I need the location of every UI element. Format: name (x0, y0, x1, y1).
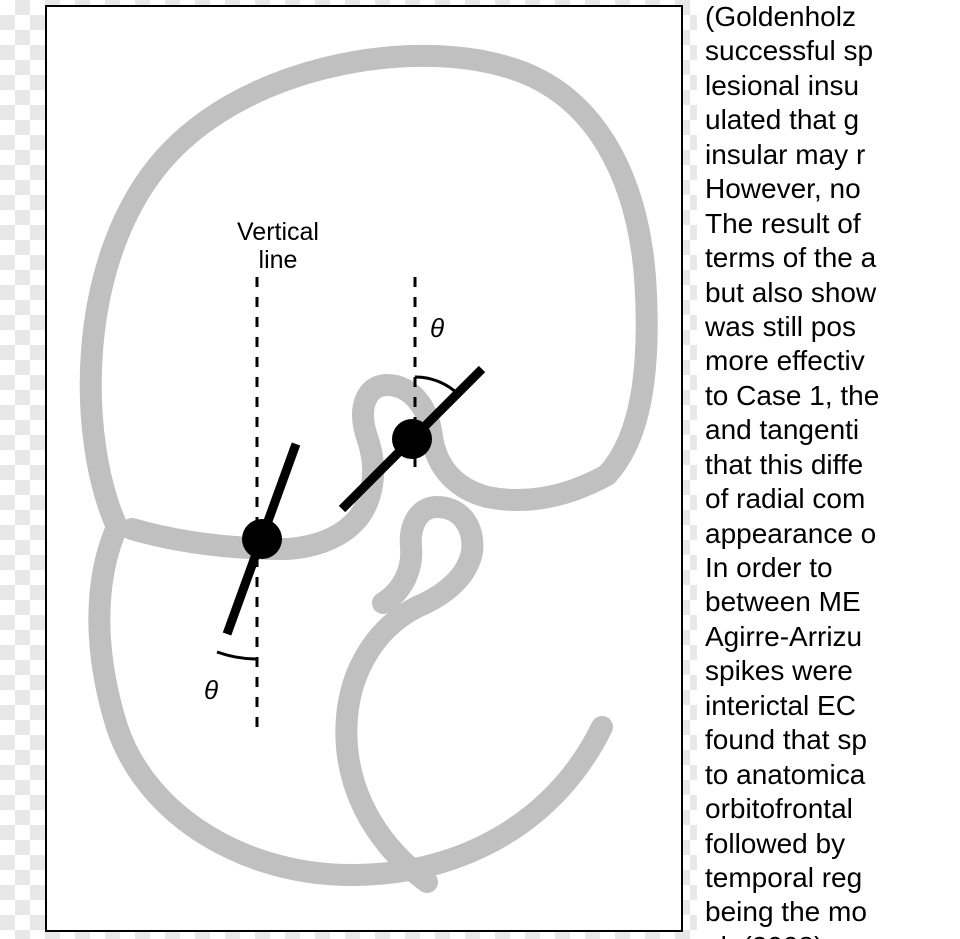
text-line: spikes were (705, 654, 960, 688)
text-line: lesional insu (705, 69, 960, 103)
text-line: The result of (705, 207, 960, 241)
article-text-column: (Goldenholz successful sp lesional insu … (697, 0, 960, 939)
text-line: However, no (705, 172, 960, 206)
text-line: but also show (705, 276, 960, 310)
text-line: insular may r (705, 138, 960, 172)
text-line: interictal EC (705, 689, 960, 723)
text-line: was still pos (705, 310, 960, 344)
text-line: In order to (705, 551, 960, 585)
figure-panel: Vertical line θ θ (45, 5, 683, 932)
vertical-label-line2: line (259, 246, 298, 274)
text-line: appearance o (705, 517, 960, 551)
brain-outline (91, 56, 647, 882)
text-line: and tangenti (705, 413, 960, 447)
text-line: al. (2008) cor (705, 930, 960, 939)
text-line: successful sp (705, 34, 960, 68)
text-line: Agirre-Arrizu (705, 620, 960, 654)
text-line: ulated that g (705, 103, 960, 137)
text-line: temporal reg (705, 861, 960, 895)
text-line: between ME (705, 585, 960, 619)
text-line: found that sp (705, 723, 960, 757)
vertical-label-line1: Vertical (237, 218, 319, 246)
theta-label-lower: θ (204, 675, 218, 706)
text-line: of radial com (705, 482, 960, 516)
text-line: to Case 1, the (705, 379, 960, 413)
text-line: orbitofrontal (705, 792, 960, 826)
text-line: to anatomica (705, 758, 960, 792)
vertical-reference-lines (257, 277, 415, 727)
vertical-line-label: Vertical line (237, 219, 319, 274)
theta-label-upper: θ (430, 313, 444, 344)
text-line: followed by (705, 827, 960, 861)
text-line: more effectiv (705, 344, 960, 378)
text-line: (Goldenholz (705, 0, 960, 34)
text-line: being the mo (705, 895, 960, 929)
text-line: that this diffe (705, 448, 960, 482)
brain-diagram-svg (47, 7, 685, 934)
text-line: terms of the a (705, 241, 960, 275)
